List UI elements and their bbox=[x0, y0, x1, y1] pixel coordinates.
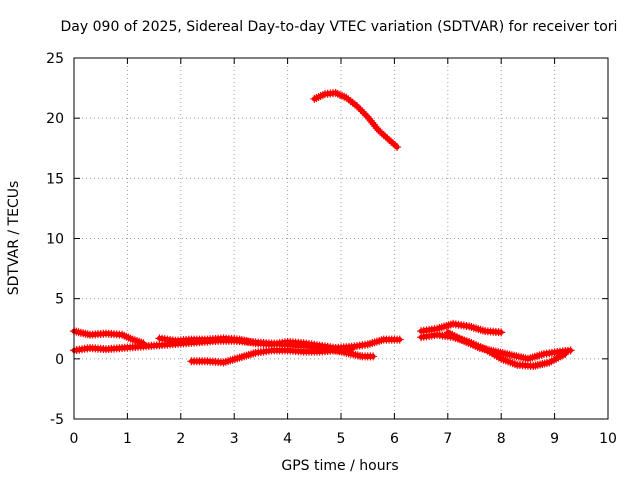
data-point bbox=[353, 102, 362, 111]
data-point bbox=[347, 345, 356, 354]
series-track-late-upper bbox=[417, 319, 506, 337]
series-track-late-tail bbox=[443, 328, 575, 363]
series-layer bbox=[70, 88, 575, 371]
x-tick-label: 2 bbox=[176, 431, 185, 447]
y-tick-label: 25 bbox=[46, 51, 64, 67]
x-axis-label: GPS time / hours bbox=[281, 458, 398, 474]
data-point bbox=[356, 105, 365, 114]
x-tick-label: 5 bbox=[337, 431, 346, 447]
data-point bbox=[385, 135, 394, 144]
y-tick-label: 15 bbox=[46, 171, 64, 187]
data-point bbox=[360, 109, 369, 118]
data-point bbox=[369, 352, 378, 361]
x-tick-label: 1 bbox=[123, 431, 132, 447]
x-tick-label: 8 bbox=[497, 431, 506, 447]
chart-title: Day 090 of 2025, Sidereal Day-to-day VTE… bbox=[61, 19, 618, 35]
x-tick-label: 4 bbox=[283, 431, 292, 447]
data-point bbox=[389, 139, 398, 148]
data-point bbox=[383, 134, 392, 143]
x-tick-label: 7 bbox=[443, 431, 452, 447]
data-point bbox=[393, 143, 402, 152]
data-point bbox=[372, 124, 381, 133]
ticks: 0 1 2 3 4 5 6 7 8 9 10 -5 0 5 10 15 20 25 bbox=[46, 51, 617, 447]
y-axis-label: SDTVAR / TECUs bbox=[6, 181, 22, 296]
y-tick-label: -5 bbox=[50, 412, 64, 428]
data-point bbox=[354, 103, 363, 112]
y-tick-label: 5 bbox=[55, 292, 64, 308]
x-tick-label: 3 bbox=[230, 431, 239, 447]
data-point bbox=[361, 111, 370, 120]
data-point bbox=[395, 335, 404, 344]
x-tick-label: 6 bbox=[390, 431, 399, 447]
series-track-high bbox=[310, 88, 402, 152]
series-track-bottom bbox=[187, 345, 356, 367]
x-tick-label: 0 bbox=[70, 431, 79, 447]
data-point bbox=[497, 328, 506, 337]
data-point bbox=[358, 107, 367, 116]
y-tick-label: 0 bbox=[55, 352, 64, 368]
data-point bbox=[566, 346, 575, 355]
x-tick-label: 10 bbox=[599, 431, 617, 447]
data-point bbox=[391, 141, 400, 150]
grid bbox=[74, 58, 608, 419]
x-tick-label: 9 bbox=[550, 431, 559, 447]
y-tick-label: 10 bbox=[46, 232, 64, 248]
data-point bbox=[387, 137, 396, 146]
y-tick-label: 20 bbox=[46, 111, 64, 127]
